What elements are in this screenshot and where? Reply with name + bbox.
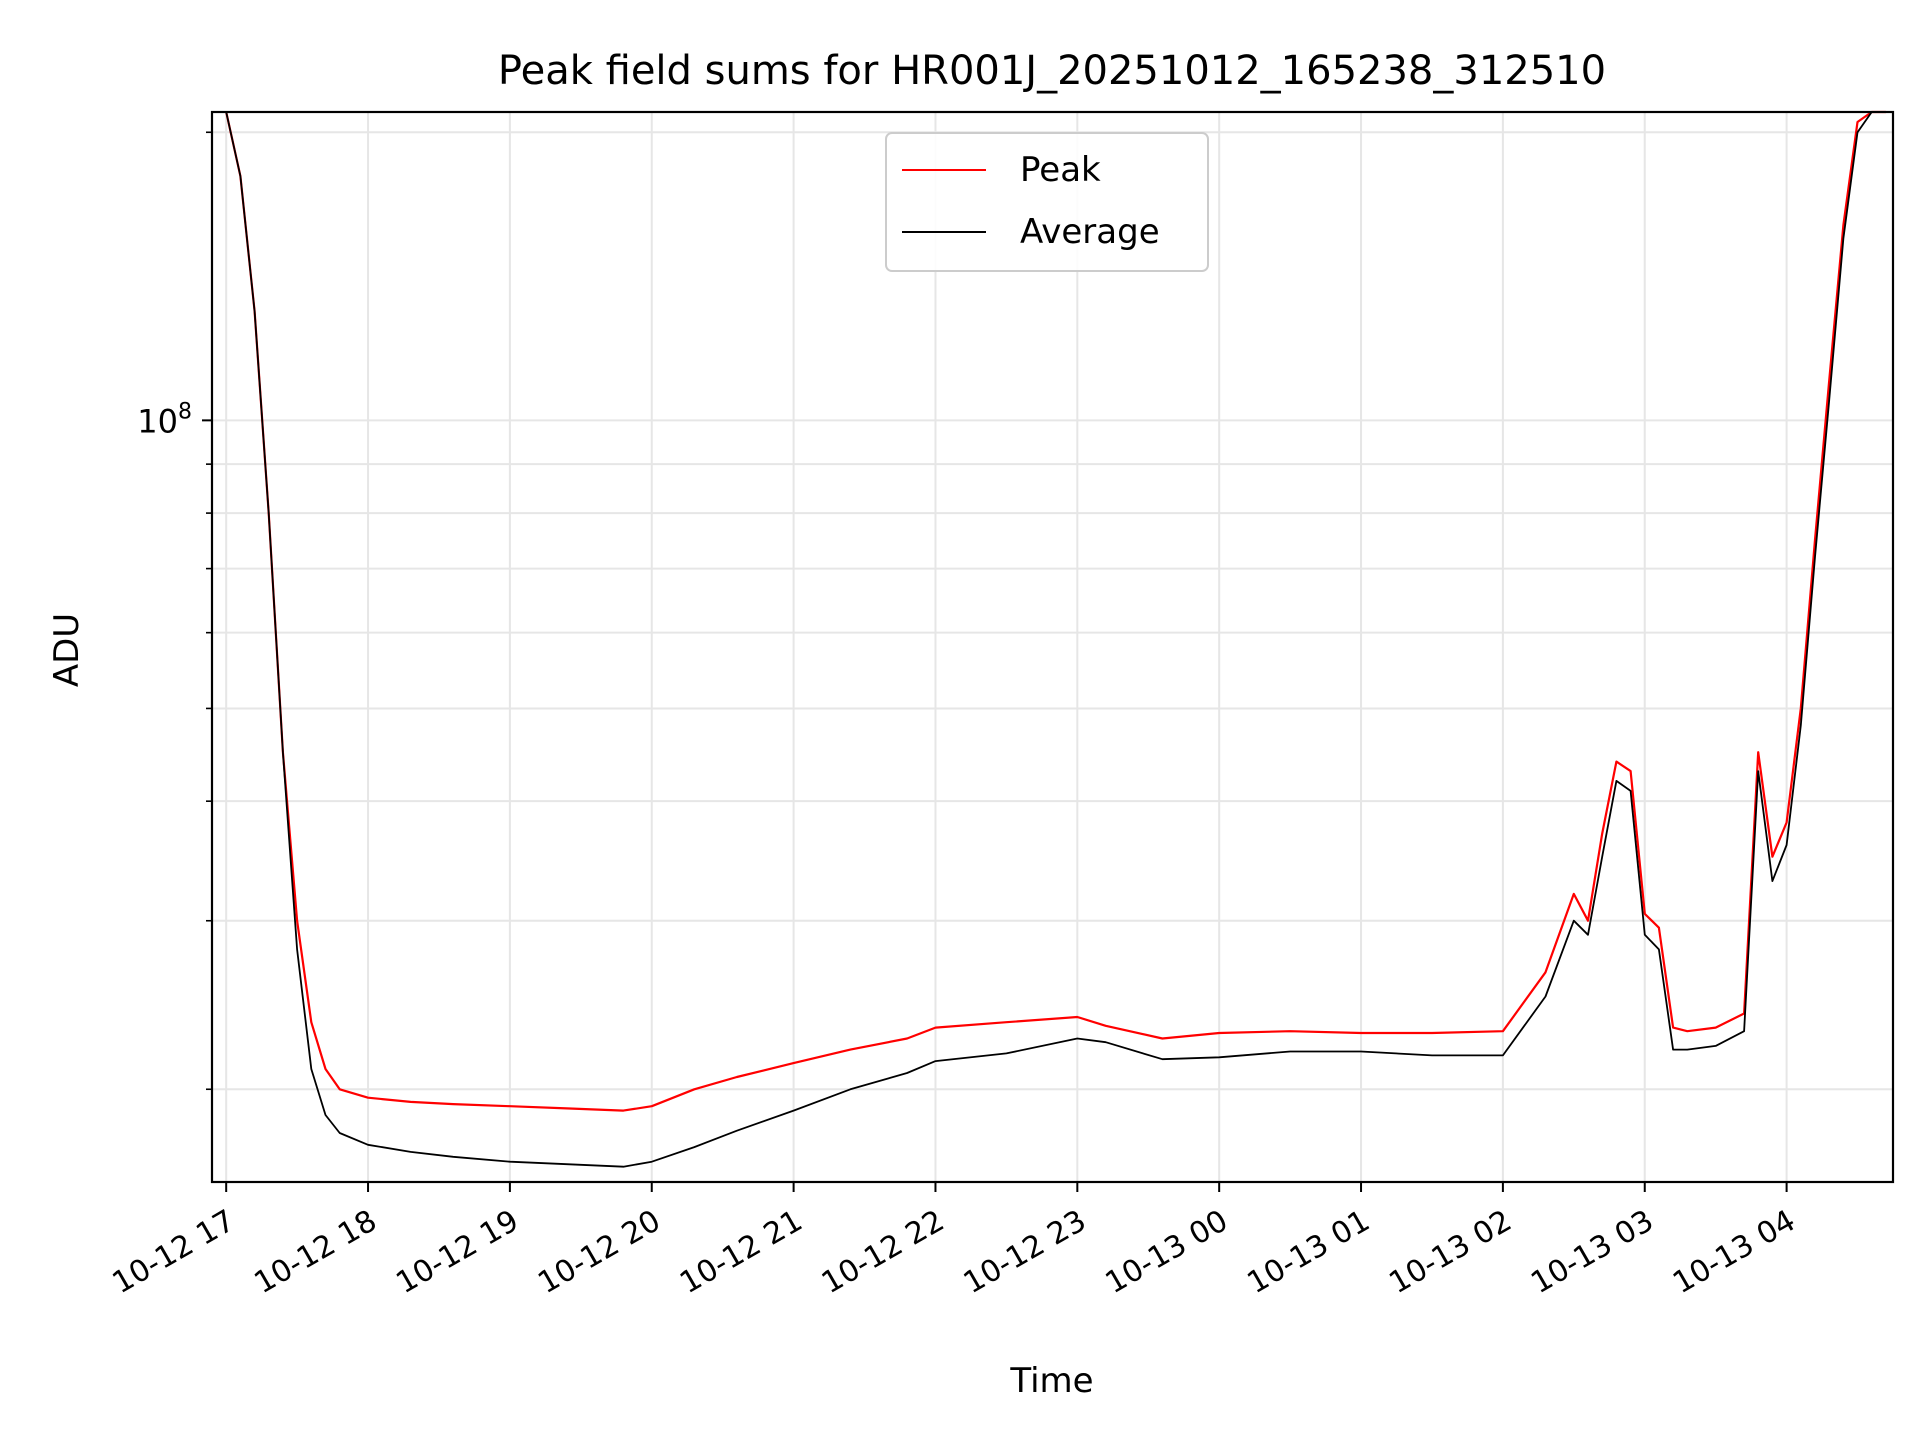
chart-title: Peak field sums for HR001J_20251012_1652…	[498, 48, 1606, 94]
series-layer	[225, 110, 1886, 1168]
y-axis: 108	[137, 131, 212, 1091]
x-axis-label: Time	[1009, 1361, 1093, 1401]
legend: Peak Average	[885, 132, 1209, 272]
series-line-average	[225, 111, 1886, 1168]
grid	[212, 112, 1893, 1182]
plot-frame	[210, 110, 1895, 1184]
y-tick-label: 108	[137, 399, 192, 440]
y-axis-label: ADU	[47, 613, 87, 687]
series-line-peak	[225, 110, 1886, 1112]
legend-label: Peak	[1020, 150, 1101, 190]
legend-label: Average	[1020, 212, 1160, 252]
legend-box	[885, 132, 1209, 272]
